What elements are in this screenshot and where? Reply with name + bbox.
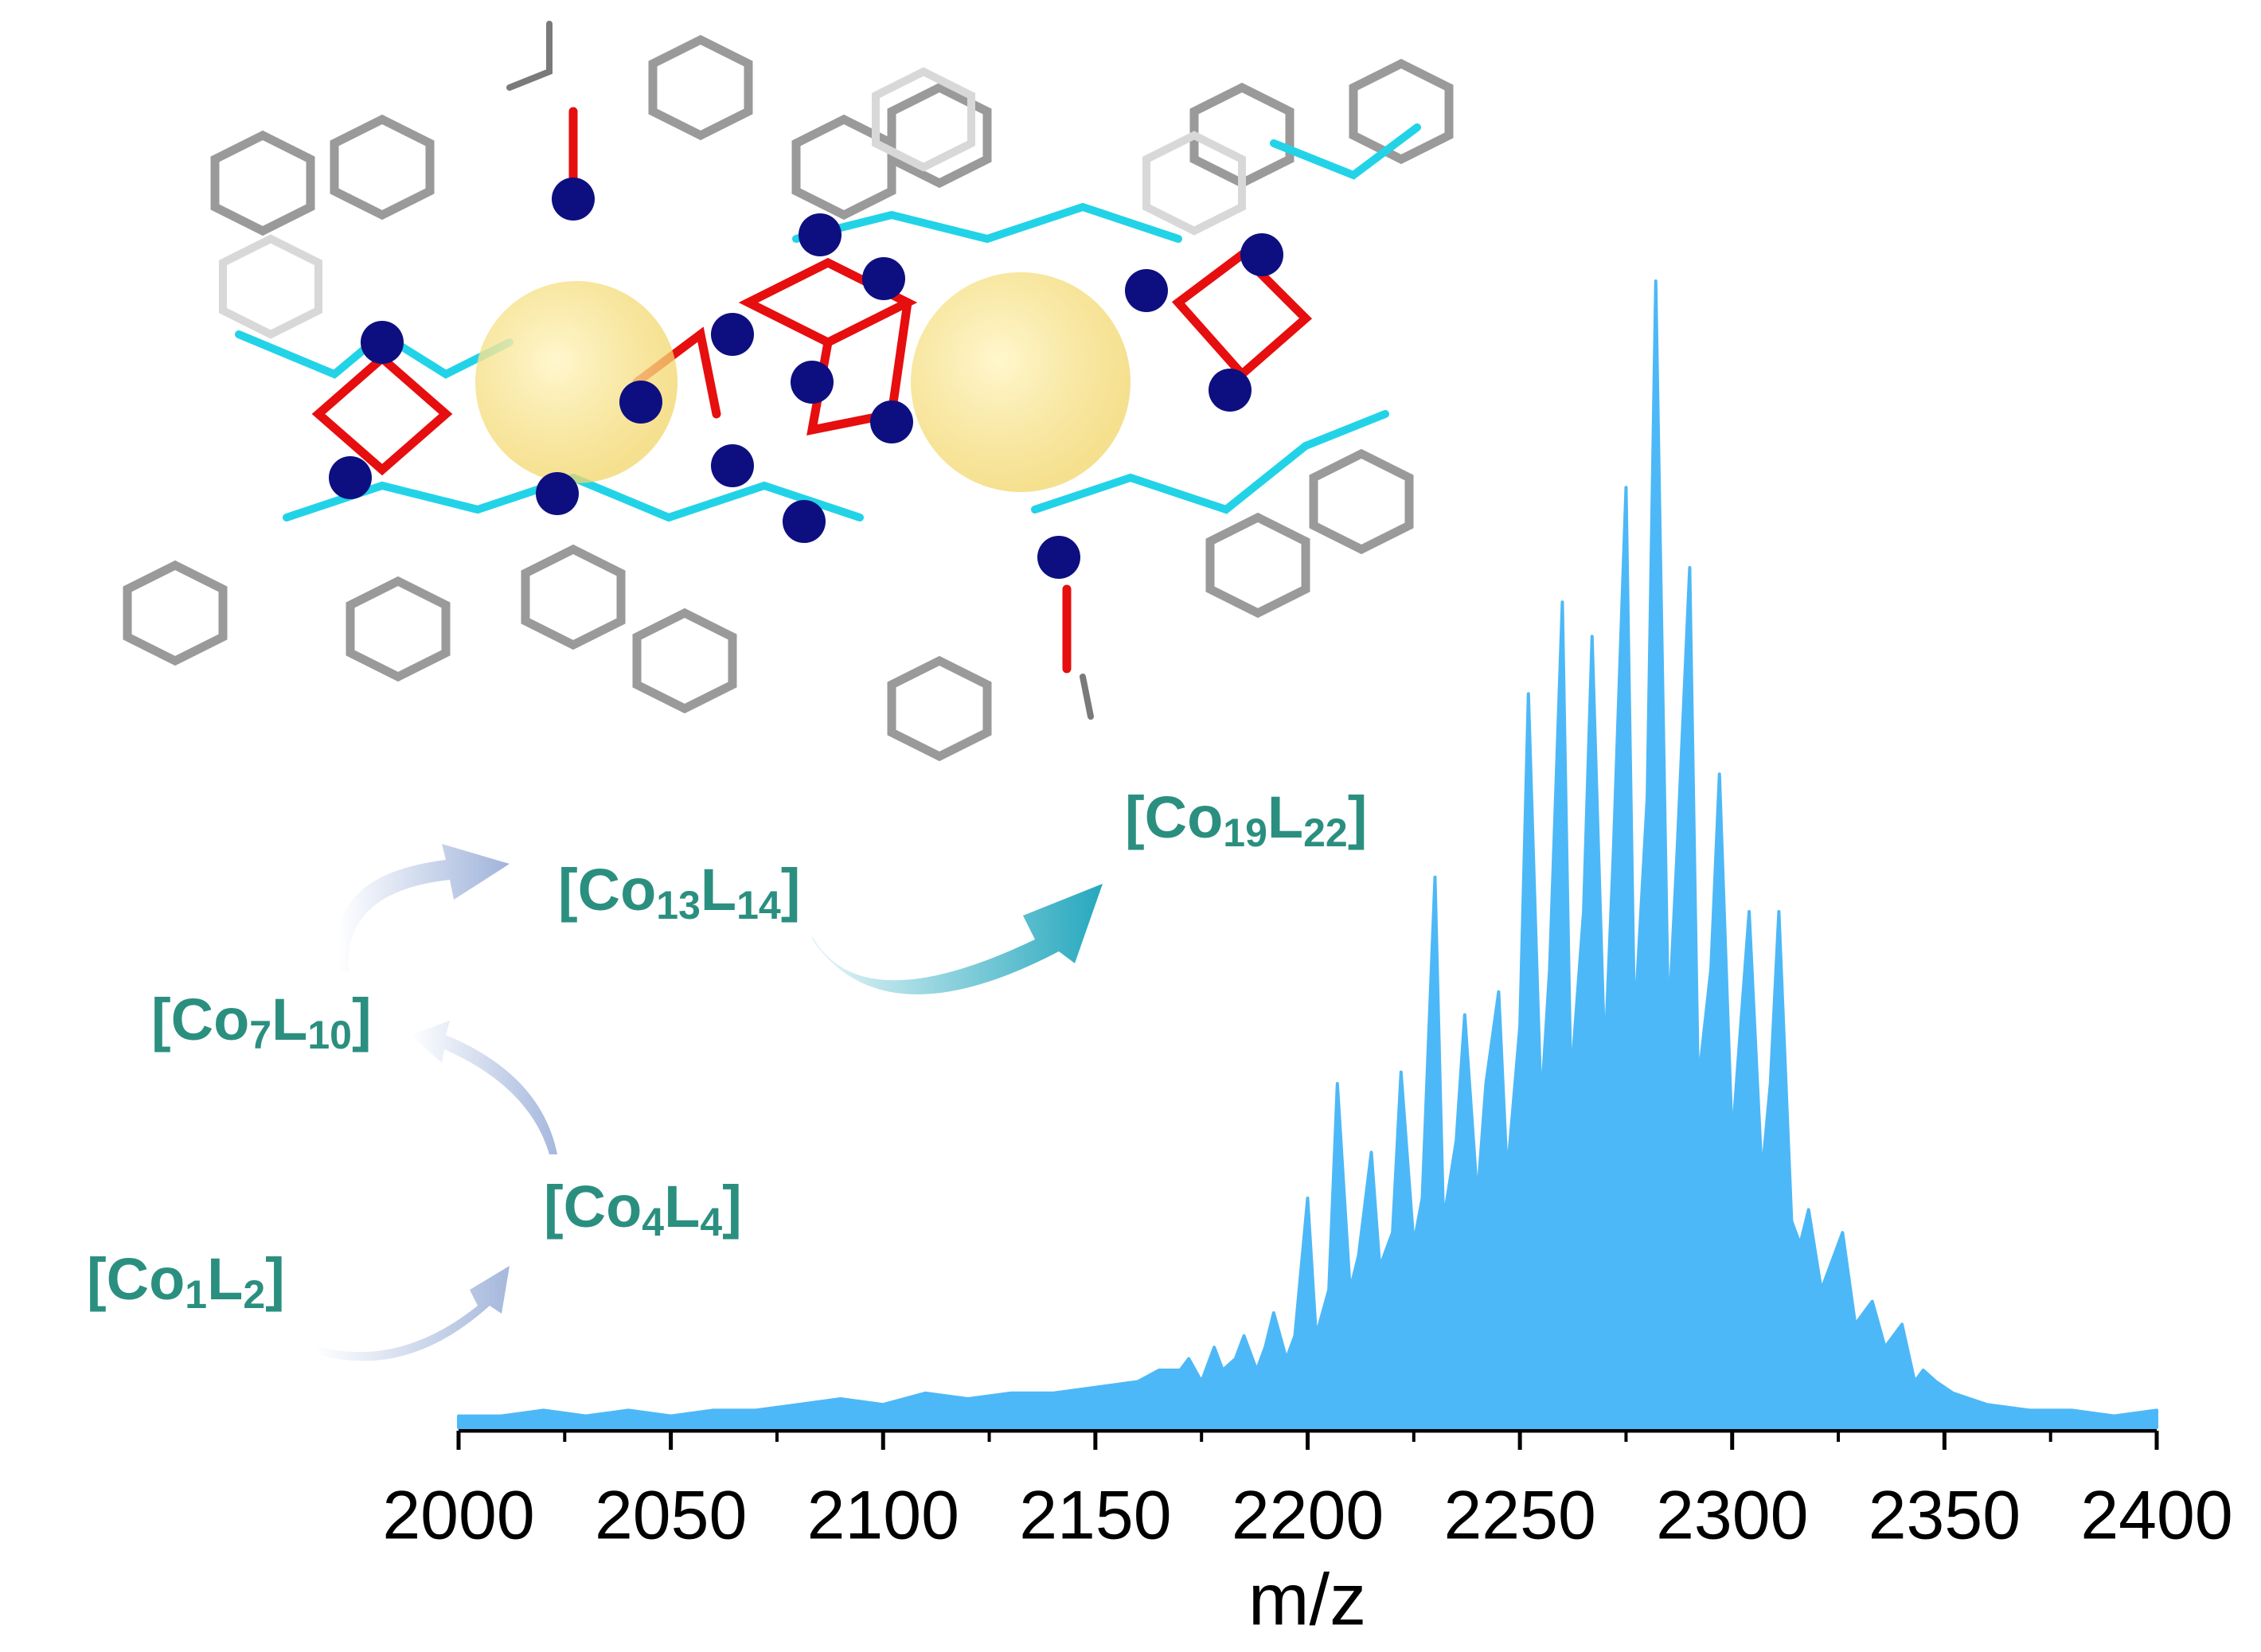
x-tick-label: 2250 bbox=[1443, 1478, 1595, 1554]
x-tick-label: 2300 bbox=[1656, 1478, 1808, 1554]
cluster-label: [Co19L22] bbox=[1125, 784, 1367, 856]
spectrum-area bbox=[457, 279, 2158, 1429]
cluster-label: [Co7L10] bbox=[151, 986, 372, 1058]
x-tick-label: 2100 bbox=[807, 1478, 959, 1554]
x-tick-label: 2050 bbox=[595, 1478, 747, 1554]
cluster-label: [Co4L4] bbox=[544, 1174, 742, 1245]
x-tick-label: 2150 bbox=[1019, 1478, 1171, 1554]
x-axis-title: m/z bbox=[1248, 1559, 1366, 1640]
molecule-illustration bbox=[123, 21, 1454, 762]
cluster-label: [Co1L2] bbox=[87, 1246, 285, 1318]
arrows bbox=[314, 844, 1103, 1361]
x-tick-label: 2350 bbox=[1869, 1478, 2021, 1554]
x-tick-label: 2000 bbox=[382, 1478, 534, 1554]
cluster-label: [Co13L14] bbox=[558, 857, 800, 928]
x-tick-label: 2200 bbox=[1232, 1478, 1384, 1554]
x-tick-label: 2400 bbox=[2080, 1478, 2232, 1554]
